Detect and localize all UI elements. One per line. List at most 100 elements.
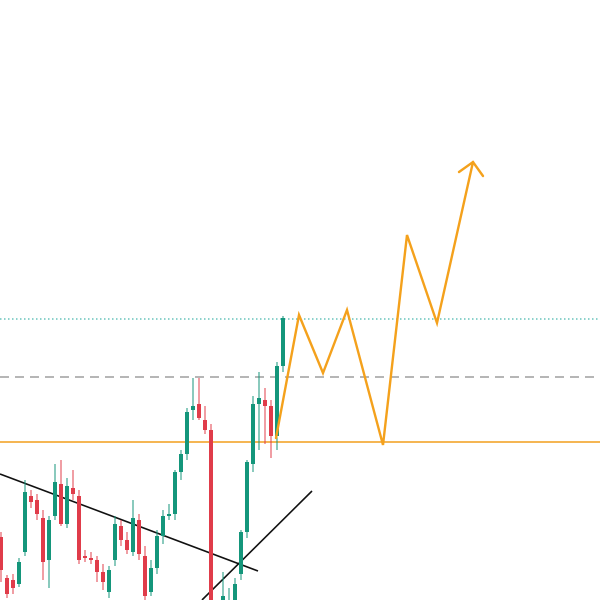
trendlines xyxy=(0,473,313,600)
candle xyxy=(251,396,255,472)
candle-body xyxy=(23,492,27,552)
candle-body xyxy=(269,406,273,436)
candle xyxy=(257,372,261,450)
candle-body xyxy=(83,556,87,558)
price-levels xyxy=(0,318,600,443)
candle-body xyxy=(95,560,99,572)
candle xyxy=(167,504,171,520)
candle-body xyxy=(203,420,207,430)
candle-body xyxy=(161,516,165,536)
candle xyxy=(197,378,201,420)
candle xyxy=(119,520,123,546)
candle-body xyxy=(185,412,189,454)
candle-body xyxy=(179,454,183,472)
candle-body xyxy=(257,398,261,404)
candle-body xyxy=(119,526,123,540)
candle xyxy=(83,550,87,562)
candle-body xyxy=(125,540,129,550)
candle-body xyxy=(0,537,3,570)
candle-body xyxy=(281,318,285,366)
candle xyxy=(89,552,93,564)
candle xyxy=(23,480,27,556)
candle-body xyxy=(149,568,153,592)
candle xyxy=(53,464,57,520)
candle-body xyxy=(137,520,141,554)
candle-body xyxy=(245,462,249,532)
candle xyxy=(17,558,21,587)
candle-body xyxy=(41,518,45,562)
candle-body xyxy=(11,580,15,588)
candle-body xyxy=(5,578,9,594)
candle xyxy=(35,494,39,520)
candle-body xyxy=(101,572,105,582)
candle-body xyxy=(71,488,75,494)
candle xyxy=(5,575,9,598)
candle-body xyxy=(59,484,63,524)
candle xyxy=(155,530,159,574)
candle-body xyxy=(263,400,267,406)
candle-body xyxy=(89,558,93,560)
candle xyxy=(113,516,117,566)
candle xyxy=(143,546,147,600)
candle xyxy=(263,388,267,444)
candle xyxy=(137,514,141,560)
candle xyxy=(179,450,183,480)
candle-body xyxy=(209,430,213,600)
candle xyxy=(65,478,69,528)
candle xyxy=(101,564,105,590)
candle-body xyxy=(233,584,237,600)
projection-zigzag-line xyxy=(274,160,475,446)
projected-path xyxy=(274,160,485,446)
candle xyxy=(29,490,33,508)
candle xyxy=(11,574,15,594)
candle-body xyxy=(47,520,51,560)
candle xyxy=(41,510,45,580)
candle xyxy=(107,566,111,598)
candle xyxy=(281,316,285,372)
candle-body xyxy=(77,496,81,560)
candlesticks xyxy=(0,316,285,600)
candle xyxy=(0,532,3,582)
candle-body xyxy=(221,596,225,600)
candle-body xyxy=(191,406,195,410)
candle xyxy=(185,408,189,460)
candle xyxy=(233,578,237,600)
candle-body xyxy=(65,486,69,524)
candle-body xyxy=(113,524,117,560)
candle xyxy=(191,378,195,420)
candle xyxy=(71,470,75,500)
candle xyxy=(131,500,135,556)
candle-body xyxy=(155,536,159,568)
candle xyxy=(245,460,249,538)
candle-body xyxy=(173,472,177,514)
candle xyxy=(149,560,153,596)
candle-body xyxy=(35,500,39,514)
candle xyxy=(221,572,225,600)
candle xyxy=(203,406,207,434)
candle xyxy=(209,424,213,600)
candle-body xyxy=(239,532,243,574)
candle xyxy=(228,588,230,600)
candle-body xyxy=(251,404,255,464)
candle-body xyxy=(275,366,279,436)
candle-body xyxy=(143,556,147,596)
candle xyxy=(47,516,51,588)
candle-body xyxy=(167,514,171,516)
candle xyxy=(95,556,99,582)
candle-body xyxy=(17,562,21,584)
candle xyxy=(59,460,63,526)
candle-body xyxy=(131,518,135,552)
candle-body xyxy=(53,482,57,516)
candle-body xyxy=(107,570,111,592)
arrow-up-icon xyxy=(457,160,485,178)
candle-body xyxy=(197,404,201,418)
trendline-1 xyxy=(0,473,259,572)
trendline-2 xyxy=(201,490,313,600)
candle-body xyxy=(29,496,33,502)
candle xyxy=(161,510,165,544)
candle xyxy=(125,532,129,554)
candle xyxy=(269,400,273,458)
candle xyxy=(77,490,81,564)
candle xyxy=(173,470,177,520)
